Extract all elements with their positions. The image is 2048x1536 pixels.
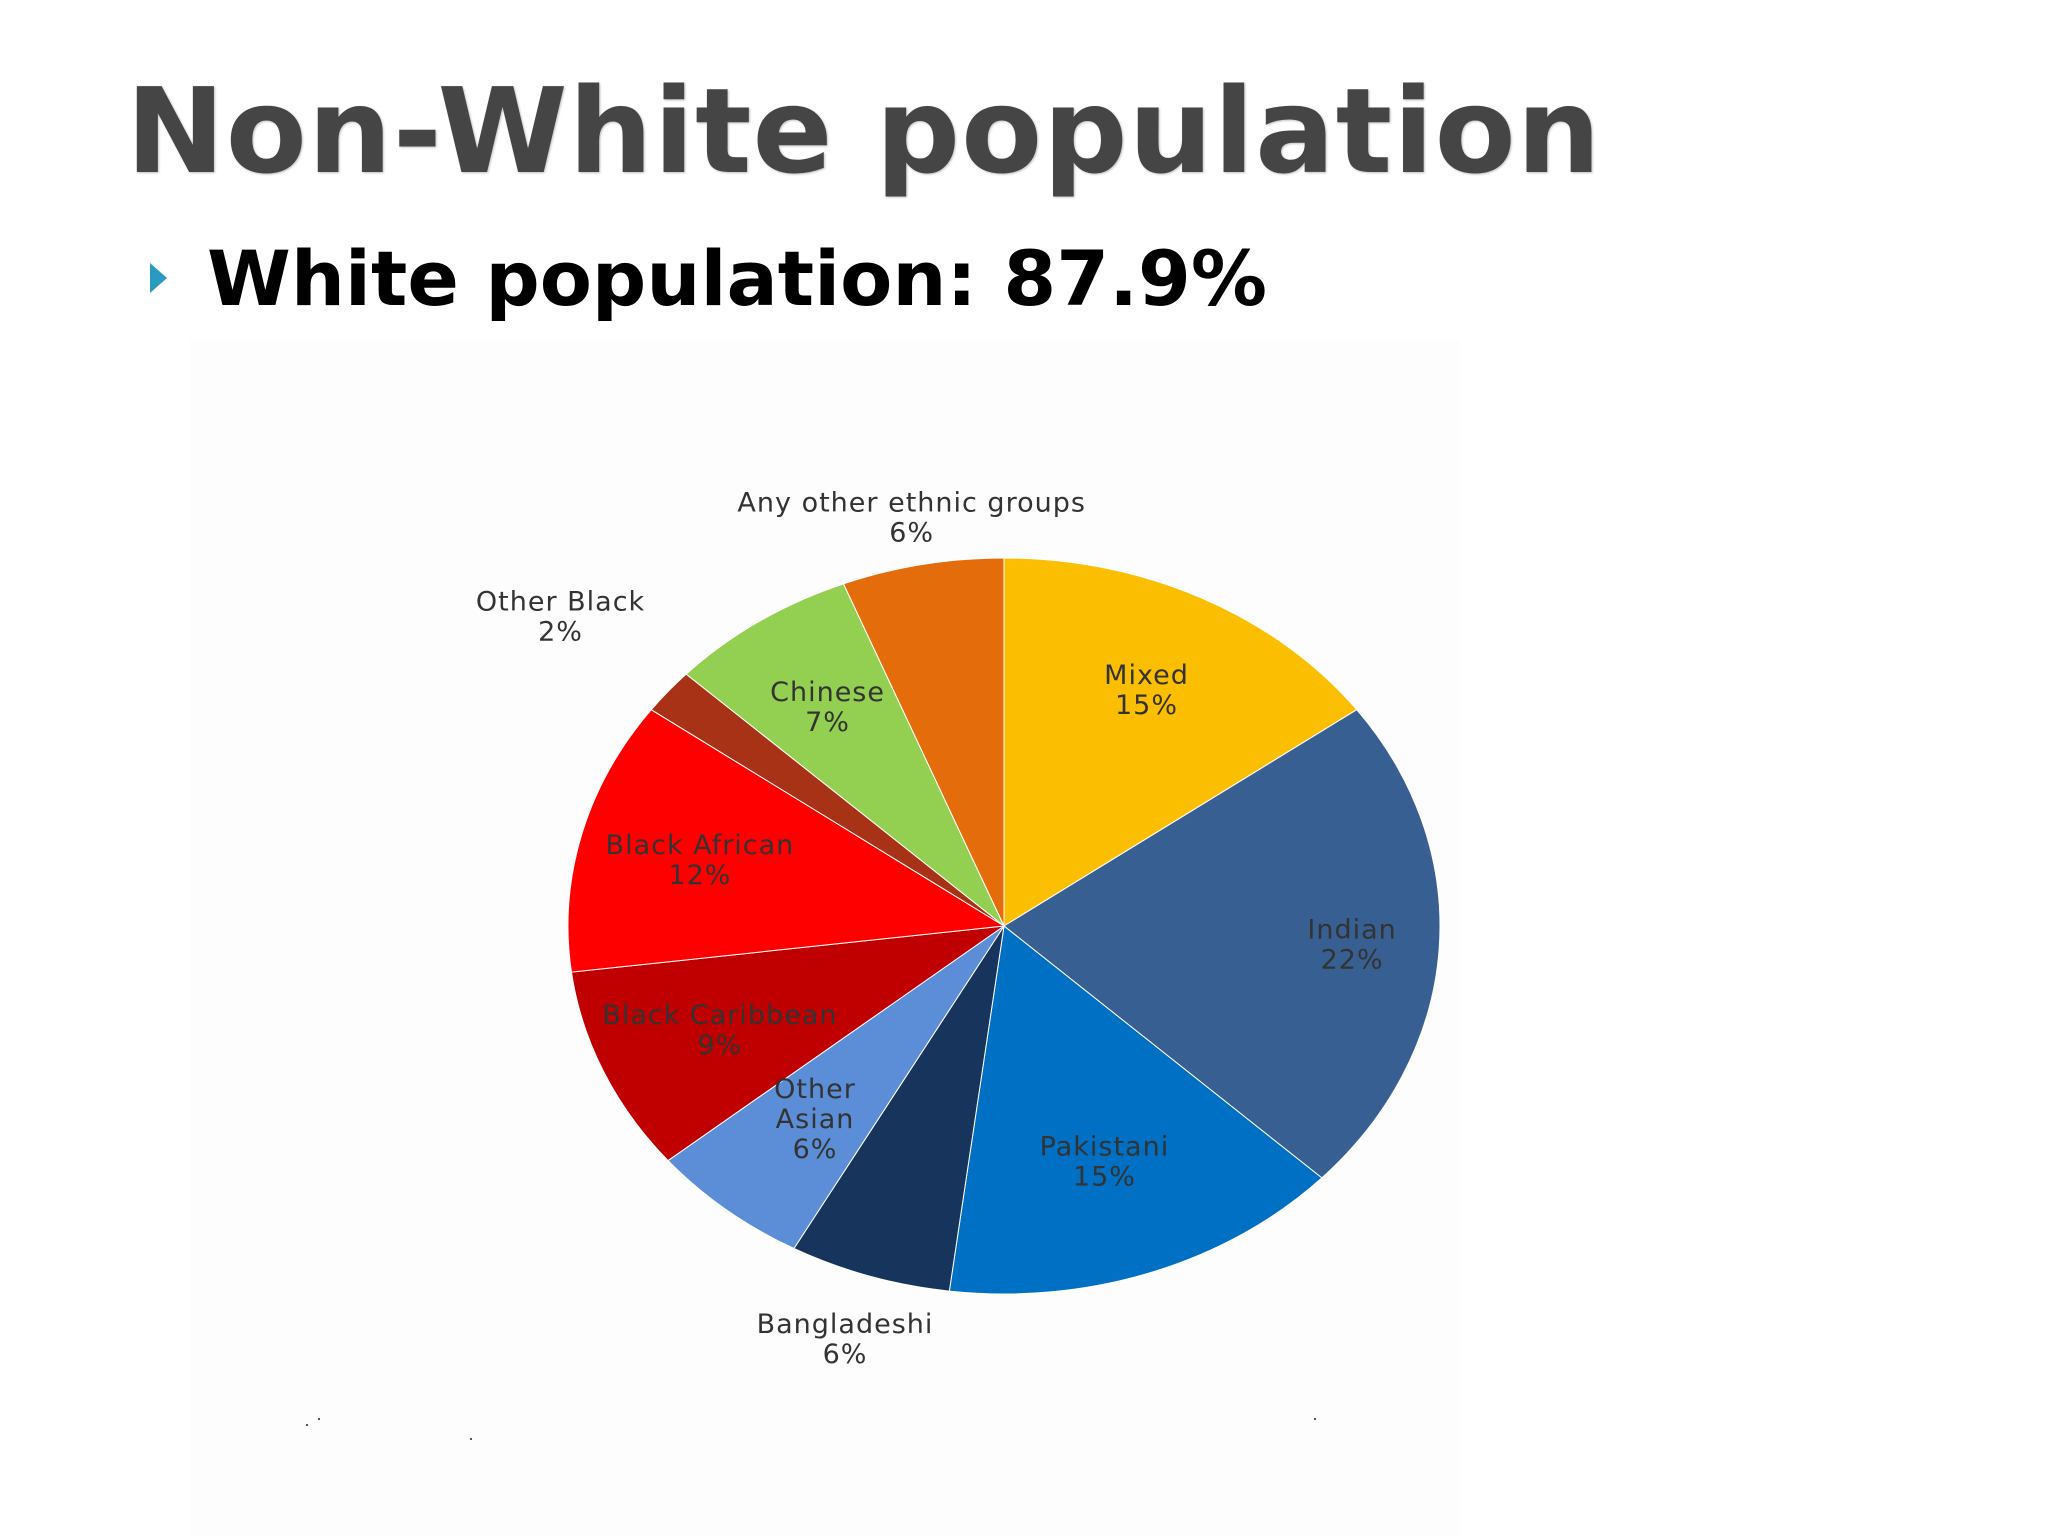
bullet-item: White population: 87.9% (150, 228, 1267, 328)
slice-label-mixed: Mixed 15% (1104, 660, 1189, 721)
slice-value-label: 6% (823, 1339, 868, 1370)
page-title: Non-White population (126, 62, 1602, 200)
pie-slice-black-caribbean (570, 925, 1005, 1162)
slice-name-label: Other Black (476, 586, 645, 617)
slice-name-label: Pakistani (1040, 1131, 1170, 1162)
slice-name-label: Bangladeshi (757, 1309, 934, 1340)
pie-slice-any-other-ethnic-groups (842, 557, 1005, 927)
slice-value-label: 9% (697, 1030, 742, 1061)
pie-slice-mixed (1003, 557, 1358, 927)
bullet-arrow-icon (150, 263, 167, 293)
slice-value-label: 6% (793, 1134, 838, 1165)
slice-label-indian: Indian 22% (1307, 914, 1396, 975)
slice-name-label: Asian (776, 1104, 855, 1135)
slice-name-label: Black African (606, 830, 795, 861)
slice-value-label: 15% (1073, 1161, 1136, 1192)
slice-value-label: 2% (538, 616, 583, 647)
slice-name-label: Other (774, 1074, 856, 1105)
slice-label-black-caribbean: Black Caribbean 9% (602, 1000, 837, 1061)
slice-value-label: 22% (1321, 944, 1384, 975)
slice-label-bangladeshi: Bangladeshi 6% (757, 1309, 934, 1370)
speck-mark (318, 1418, 320, 1420)
slice-name-label: Black Caribbean (602, 1000, 837, 1031)
pie-slice-chinese (685, 583, 1005, 927)
bullet-text: White population: 87.9% (207, 233, 1267, 323)
pie-slice-other-asian (667, 925, 1005, 1250)
slice-name-label: Chinese (770, 677, 885, 708)
slice-label-other-asian: Other Asian 6% (774, 1074, 856, 1165)
pie-slice-bangladeshi (793, 925, 1005, 1292)
speck-mark (1314, 1418, 1316, 1420)
slice-name-label: Any other ethnic groups (737, 488, 1086, 519)
slice-value-label: 6% (889, 518, 934, 549)
slice-label-any-other-ethnic-groups: Any other ethnic groups 6% (737, 488, 1086, 549)
pie-slice-pakistani (948, 925, 1323, 1295)
slice-label-black-african: Black African 12% (606, 830, 795, 891)
pie-slices (567, 557, 1441, 1295)
slice-label-other-black: Other Black 2% (476, 586, 645, 647)
pie-labels: Mixed 15%Indian 22%Pakistani 15%Bangladeshi… (476, 488, 1396, 1370)
pie-slice-indian (1003, 709, 1441, 1179)
slice-name-label: Indian (1307, 914, 1396, 945)
slice-value-label: 15% (1115, 690, 1178, 721)
slice-value-label: 12% (668, 860, 731, 891)
slice-label-pakistani: Pakistani 15% (1040, 1131, 1170, 1192)
slice-value-label: 7% (805, 707, 850, 738)
pie-slice-black-african (567, 709, 1006, 973)
speck-mark (306, 1424, 308, 1426)
slice-label-chinese: Chinese 7% (770, 677, 885, 738)
slice-name-label: Mixed (1104, 660, 1189, 691)
speck-mark (470, 1438, 472, 1440)
